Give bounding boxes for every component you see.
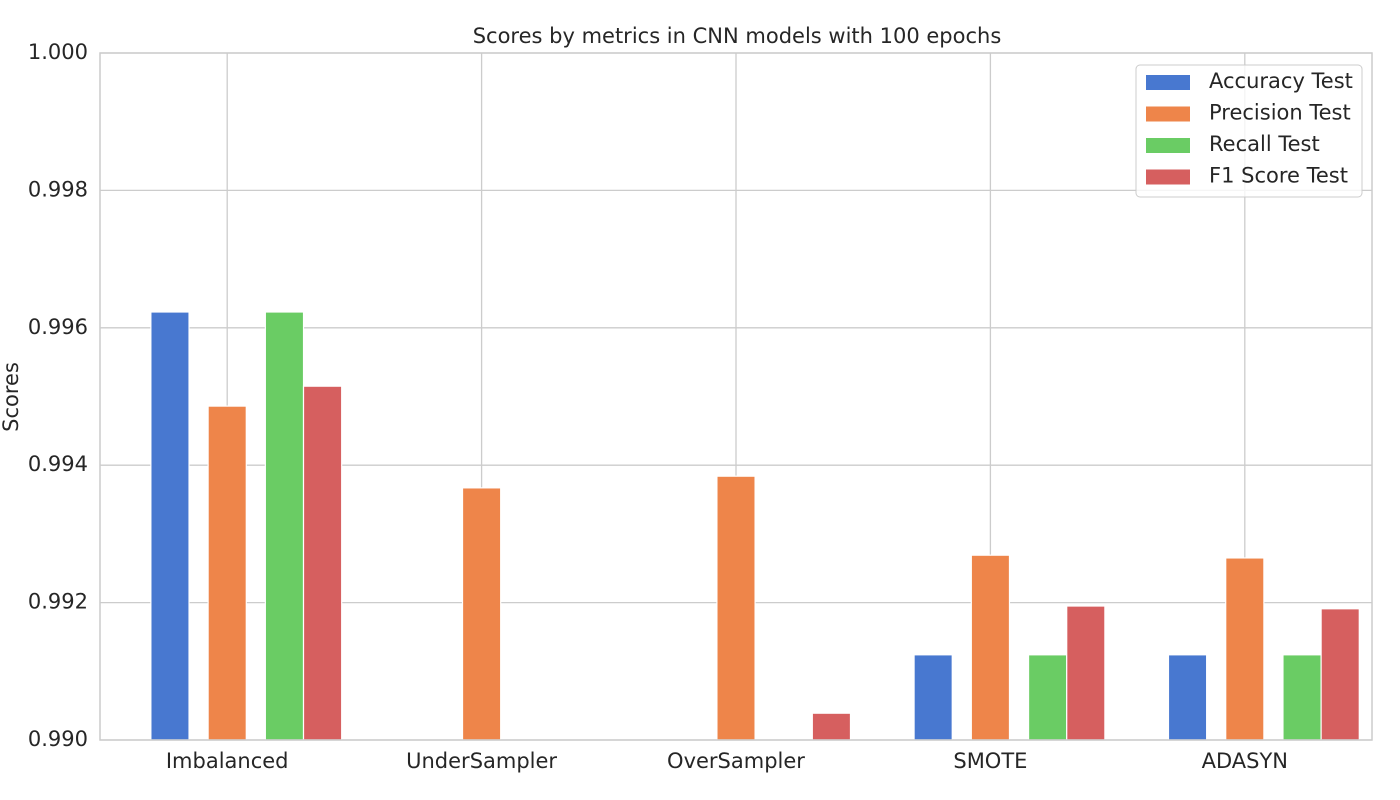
bar	[811, 712, 852, 741]
bar	[1320, 608, 1360, 741]
legend-label: Accuracy Test	[1209, 69, 1353, 93]
y-tick-label: 0.996	[28, 315, 88, 339]
bar	[207, 405, 247, 741]
y-tick-label: 0.990	[28, 727, 88, 751]
bar	[302, 385, 343, 741]
legend-label: F1 Score Test	[1209, 164, 1348, 188]
bar	[1225, 557, 1265, 741]
x-tick-label: OverSampler	[667, 749, 805, 773]
x-tick-label: UnderSampler	[406, 749, 557, 773]
legend-label: Precision Test	[1209, 101, 1351, 125]
bar	[1027, 654, 1068, 741]
legend-swatch	[1146, 169, 1190, 185]
bar	[264, 311, 305, 741]
y-tick-label: 0.992	[28, 590, 88, 614]
bar	[716, 475, 756, 741]
plot-frame	[99, 52, 1373, 741]
x-tick-label: SMOTE	[953, 749, 1027, 773]
bar	[1167, 654, 1208, 741]
y-tick-label: 0.998	[28, 177, 88, 201]
bar	[913, 654, 953, 741]
legend-frame	[1135, 64, 1363, 198]
bar	[970, 554, 1011, 741]
x-tick-label: Imbalanced	[166, 749, 289, 773]
bar	[1282, 654, 1322, 741]
y-tick-label: 0.994	[28, 452, 88, 476]
x-tick-label: ADASYN	[1202, 749, 1288, 773]
bar	[1066, 605, 1106, 741]
bar	[150, 311, 190, 741]
legend-swatch	[1146, 138, 1190, 153]
legend-label: Recall Test	[1209, 132, 1320, 156]
legend-swatch	[1146, 106, 1190, 122]
bar	[461, 487, 502, 741]
y-axis-label: Scores	[0, 362, 23, 432]
legend-swatch	[1146, 75, 1190, 90]
chart-title: Scores by metrics in CNN models with 100…	[473, 24, 1002, 48]
y-tick-label: 1.000	[28, 40, 88, 64]
